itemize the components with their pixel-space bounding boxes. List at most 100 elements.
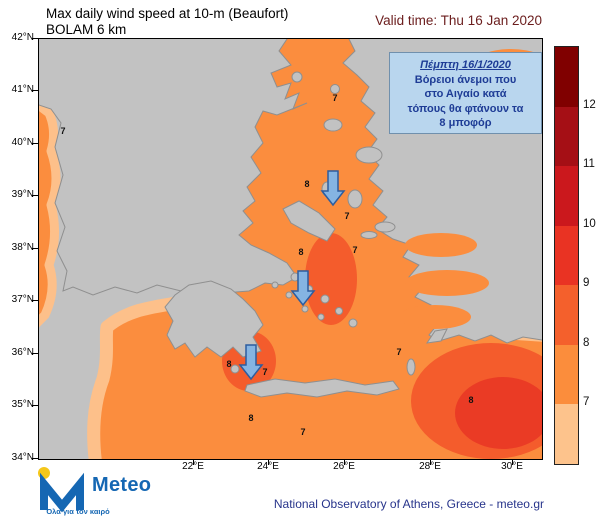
lat-axis-tick [32,90,38,91]
brand-tagline: Όλα για τον καιρό [46,507,110,516]
colorbar-tick-label: 8 [583,336,590,349]
colorbar-segment [555,47,578,107]
lon-axis-tick [344,460,345,465]
lon-axis-label: 30°E [501,461,523,472]
colorbar-segment [555,404,578,465]
lat-axis-tick [32,195,38,196]
wind-speed-label: 7 [60,126,65,136]
lon-axis-label: 28°E [419,461,441,472]
colorbar-tick-label: 12 [583,98,596,111]
island-samos [374,221,396,233]
wind-speed-label: 8 [304,179,309,189]
colorbar-tick-label: 11 [583,158,595,171]
lon-axis-tick [268,460,269,465]
lat-axis-label: 35°N [11,399,34,410]
colorbar-tick-label: 7 [583,396,590,409]
wind-area-10bft-southeast [455,377,542,449]
island-ikaria [360,231,378,239]
island-evia [282,200,336,242]
colorbar-segment [555,106,578,167]
sun-icon [38,467,50,479]
island-rhodes [425,328,448,344]
island-cyclades [320,294,330,304]
colorbar-tick-label: 10 [583,217,596,230]
landmass-greece [39,39,308,296]
north-wind-arrow-icon [238,344,264,381]
lat-axis-label: 37°N [11,294,34,305]
lon-axis-label: 26°E [333,461,355,472]
lon-axis-tick [512,460,513,465]
wind-speed-label: 7 [352,245,357,255]
wind-area-ionian [39,99,61,328]
page-title: Max daily wind speed at 10-m (Beaufort) [46,6,289,21]
wind-speed-label: 7 [262,367,267,377]
lat-axis-label: 40°N [11,137,34,148]
island-thasos [291,71,303,83]
lon-axis-label: 24°E [257,461,279,472]
lat-axis-tick [32,300,38,301]
colorbar-segment [555,225,578,286]
colorbar-segment [555,285,578,345]
island-cyclades [285,291,293,299]
gulf-wind-area [405,233,477,257]
lat-axis-tick [32,405,38,406]
lat-axis-tick [32,458,38,459]
brand-text: Meteo [92,474,152,496]
forecast-note-line: Βόρειοι άνεμοι που [414,73,517,86]
forecast-note-date: Πέμπτη 16/1/2020 [420,59,511,71]
lat-axis-tick [32,38,38,39]
meteo-logo [38,467,84,513]
lat-axis-label: 38°N [11,242,34,253]
colorbar-segment [555,344,578,405]
colorbar-tick-label: 9 [583,277,590,290]
island-cyclades [335,307,343,315]
wind-speed-label: 8 [226,359,231,369]
lat-axis-label: 34°N [11,452,34,463]
colorbar [554,46,579,465]
wind-area-9bft-cyclades [305,233,357,325]
wind-speed-label: 8 [248,413,253,423]
island-kythira [230,364,240,374]
landmass-crete [244,378,400,398]
wind-speed-label: 7 [396,347,401,357]
landmass-peloponnese [164,280,264,358]
gulf-wind-area [405,270,489,296]
colorbar-segment [555,166,578,226]
gulf-wind-area [399,305,471,329]
lon-axis-tick [193,460,194,465]
island-cyclades [348,318,358,328]
forecast-note-line: τόπους θα φτάνουν τα [407,102,524,115]
north-wind-arrow-icon [290,270,316,307]
lon-axis-label: 22°E [182,461,204,472]
wind-speed-label: 8 [298,247,303,257]
lat-axis-label: 42°N [11,32,34,43]
credit-text: National Observatory of Athens, Greece -… [273,497,544,511]
lon-axis-tick [430,460,431,465]
lat-axis-tick [32,248,38,249]
map-svg: 7 7 8 7 8 7 8 7 8 7 7 8 [39,39,542,459]
forecast-note-box: Πέμπτη 16/1/2020 Βόρειοι άνεμοι που στο … [389,52,542,134]
wind-speed-label: 8 [468,395,473,405]
m-mark-icon [40,472,84,513]
north-wind-arrow-icon [320,170,346,207]
lat-axis-label: 36°N [11,347,34,358]
island-lesvos [355,146,383,164]
island-cyclades [317,313,325,321]
forecast-note-line: 8 μποφόρ [439,117,492,129]
island-samothraki [330,84,340,94]
wind-speed-label: 7 [332,93,337,103]
valid-time-label: Valid time: Thu 16 Jan 2020 [375,13,542,28]
wind-speed-label: 7 [300,427,305,437]
island-cyclades [301,305,309,313]
island-karpathos [406,358,416,376]
lat-axis-tick [32,143,38,144]
island-cyclades [271,281,279,289]
lat-axis-tick [32,353,38,354]
wind-speed-label: 7 [344,211,349,221]
lat-axis-label: 39°N [11,189,34,200]
lat-axis-label: 41°N [11,84,34,95]
model-subtitle: BOLAM 6 km [46,22,127,37]
island-chios [347,189,363,209]
forecast-note-line: στο Αιγαίο κατά [424,88,507,100]
